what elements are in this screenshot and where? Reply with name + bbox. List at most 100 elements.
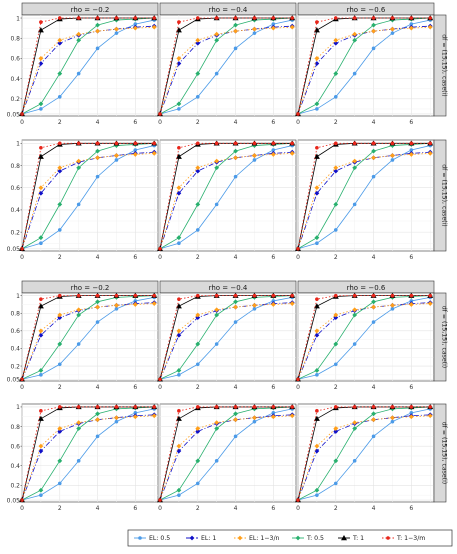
series-marker-1 (314, 332, 320, 338)
series-marker-3 (57, 201, 63, 207)
series-line-3 (159, 295, 293, 380)
series-marker-0 (133, 148, 138, 152)
series-marker-2 (114, 302, 119, 308)
facet-panel (295, 14, 435, 117)
series-marker-0 (390, 31, 395, 35)
series-marker-5 (177, 297, 181, 301)
legend-item: EL: 1 (186, 535, 216, 542)
series-marker-5 (152, 405, 157, 409)
series-marker-2 (195, 37, 201, 43)
x-tick-label: 0 (158, 505, 162, 512)
legend-item: T: 1−3/m (382, 535, 425, 542)
series-marker-4 (341, 535, 347, 541)
series-marker-2 (151, 24, 157, 30)
series-line-3 (297, 142, 431, 250)
legend-item: T: 0.5 (292, 535, 324, 542)
x-tick-label: 2 (334, 119, 338, 126)
series-marker-5 (252, 16, 257, 20)
facet-panel (19, 292, 159, 382)
series-marker-2 (289, 150, 295, 156)
series-marker-0 (177, 493, 181, 497)
series-line-1 (21, 151, 155, 249)
legend-item: T: 1 (338, 535, 364, 542)
series-line-0 (297, 145, 431, 250)
series-marker-2 (38, 328, 44, 334)
series-marker-5 (76, 405, 81, 409)
series-marker-3 (314, 368, 320, 373)
series-marker-0 (333, 228, 338, 232)
series-marker-5 (352, 293, 357, 298)
series-marker-0 (390, 307, 395, 311)
series-line-5 (21, 295, 155, 380)
facet-row-strip (433, 292, 447, 382)
x-tick-label: 4 (372, 505, 376, 512)
series-marker-3 (371, 148, 376, 154)
series-marker-3 (233, 22, 238, 28)
series-marker-5 (158, 377, 162, 382)
series-line-0 (159, 19, 293, 115)
series-marker-3 (195, 201, 201, 207)
series-marker-0 (114, 31, 119, 35)
series-marker-2 (114, 415, 119, 421)
series-marker-5 (428, 405, 433, 409)
facet-column-label: rho = −0.6 (347, 284, 386, 292)
legend-item: EL: 0.5 (134, 535, 170, 542)
legend-label: EL: 1−3/n (249, 535, 280, 542)
y-tick-label: 0.4 (10, 207, 20, 214)
series-marker-0 (114, 158, 119, 162)
series-marker-2 (214, 420, 220, 426)
series-marker-5 (390, 405, 395, 409)
series-marker-2 (333, 37, 339, 43)
y-tick-label: 0.8 (10, 311, 20, 318)
series-line-3 (159, 17, 293, 115)
series-marker-0 (195, 95, 200, 99)
series-marker-5 (290, 141, 295, 146)
series-marker-5 (352, 405, 357, 409)
series-marker-2 (333, 312, 339, 318)
series-marker-3 (333, 71, 339, 76)
series-marker-2 (38, 185, 44, 191)
series-marker-2 (352, 31, 358, 37)
series-marker-5 (390, 293, 395, 298)
series-line-3 (297, 17, 431, 115)
series-marker-3 (352, 426, 358, 431)
series-marker-0 (57, 362, 62, 367)
series-marker-5 (39, 297, 43, 301)
series-line-3 (21, 17, 155, 115)
series-marker-2 (352, 158, 358, 164)
series-line-1 (297, 414, 431, 501)
series-marker-5 (290, 405, 295, 409)
x-tick-label: 2 (196, 384, 200, 391)
y-tick-label: 0.2 (10, 363, 20, 370)
series-marker-3 (57, 341, 63, 347)
series-marker-5 (271, 141, 276, 146)
series-marker-3 (214, 37, 220, 43)
series-marker-5 (214, 293, 219, 298)
x-tick-label: 6 (409, 384, 413, 391)
series-marker-2 (57, 426, 63, 431)
x-tick-label: 4 (234, 384, 238, 391)
facet-panel (157, 403, 297, 503)
series-marker-5 (371, 405, 376, 409)
series-marker-0 (352, 71, 357, 76)
x-tick-label: 0 (296, 505, 300, 512)
series-marker-4 (313, 153, 320, 159)
series-marker-3 (57, 71, 63, 76)
series-marker-3 (195, 71, 201, 76)
series-marker-0 (133, 411, 138, 415)
series-marker-5 (409, 16, 414, 20)
series-marker-0 (315, 493, 319, 497)
series-marker-5 (177, 409, 181, 413)
series-marker-2 (314, 185, 320, 191)
series-marker-5 (296, 377, 300, 382)
series-marker-0 (371, 434, 376, 439)
facet-row-label: df = (15,15), case(i) (441, 306, 448, 368)
series-marker-0 (252, 31, 257, 35)
series-marker-5 (95, 141, 100, 146)
series-marker-1 (176, 190, 182, 196)
series-marker-3 (95, 148, 100, 154)
x-tick-label: 2 (58, 119, 62, 126)
series-marker-0 (315, 107, 319, 111)
y-tick-label: 1 (16, 404, 20, 411)
